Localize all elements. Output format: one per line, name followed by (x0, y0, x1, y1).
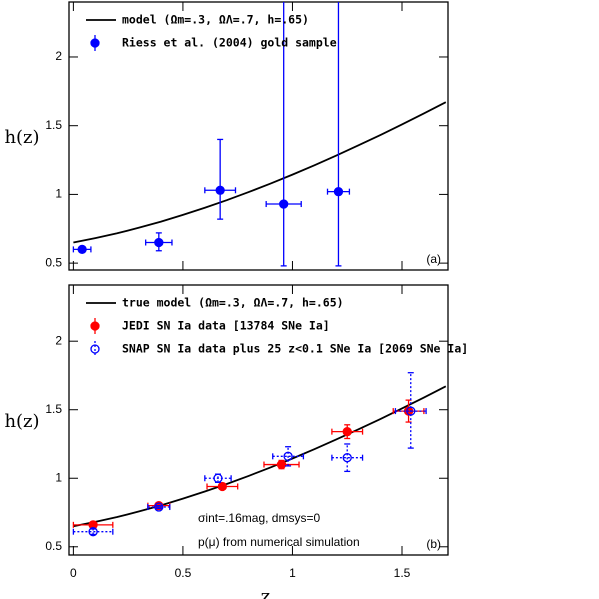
data-point (77, 244, 87, 255)
plot-area (72, 372, 447, 537)
y-tick-label: 2 (55, 49, 62, 63)
y-axis-label: h(z) (4, 411, 39, 432)
x-tick-label: 1.5 (394, 566, 411, 580)
legend-label: SNAP SN Ia data plus 25 z<0.1 SNe Ia [20… (122, 342, 468, 356)
y-tick-label: 1.5 (45, 118, 62, 132)
y-tick-label: 1.5 (45, 402, 62, 416)
legend-label: model (Ωm=.3, ΩΛ=.7, h=.65) (122, 13, 309, 27)
data-point (276, 459, 287, 470)
y-tick-label: 1 (55, 187, 62, 201)
legend-label: true model (Ωm=.3, ΩΛ=.7, h=.65) (122, 296, 344, 310)
data-point (154, 502, 164, 512)
annotation: σint=.16mag, dmsys=0 (198, 511, 320, 525)
data-point (213, 473, 223, 483)
y-tick-label: 1 (55, 470, 62, 484)
annotation: p(μ) from numerical simulation (198, 535, 360, 549)
x-tick-label: 1 (289, 566, 296, 580)
data-point (333, 187, 344, 197)
x-tick-label: 0 (70, 566, 77, 580)
data-point (283, 451, 293, 461)
x-axis-label: z (261, 586, 270, 599)
legend-label: Riess et al. (2004) gold sample (122, 36, 337, 50)
data-point (154, 237, 164, 248)
plot-frame (68, 284, 449, 556)
legend-swatch (90, 321, 100, 331)
y-tick-label: 0.5 (45, 255, 62, 269)
data-point (342, 453, 352, 463)
plot-frame (68, 1, 449, 271)
x-tick-label: 0.5 (175, 566, 192, 580)
model-curve (73, 101, 447, 244)
legend-swatch (90, 344, 100, 354)
panel-label: (b) (426, 537, 441, 551)
legend-label: JEDI SN Ia data [13784 SNe Ia] (122, 319, 330, 333)
plot-area (72, 2, 447, 267)
y-axis-label: h(z) (4, 127, 39, 148)
model-curve (73, 385, 447, 528)
panel-label: (a) (426, 252, 441, 266)
data-point (88, 527, 98, 537)
data-point (406, 406, 416, 416)
legend-swatch (90, 38, 100, 48)
y-tick-label: 0.5 (45, 539, 62, 553)
data-point (279, 199, 289, 209)
data-point (217, 481, 228, 492)
y-tick-label: 2 (55, 333, 62, 347)
data-point (342, 426, 352, 437)
data-point (215, 185, 225, 195)
